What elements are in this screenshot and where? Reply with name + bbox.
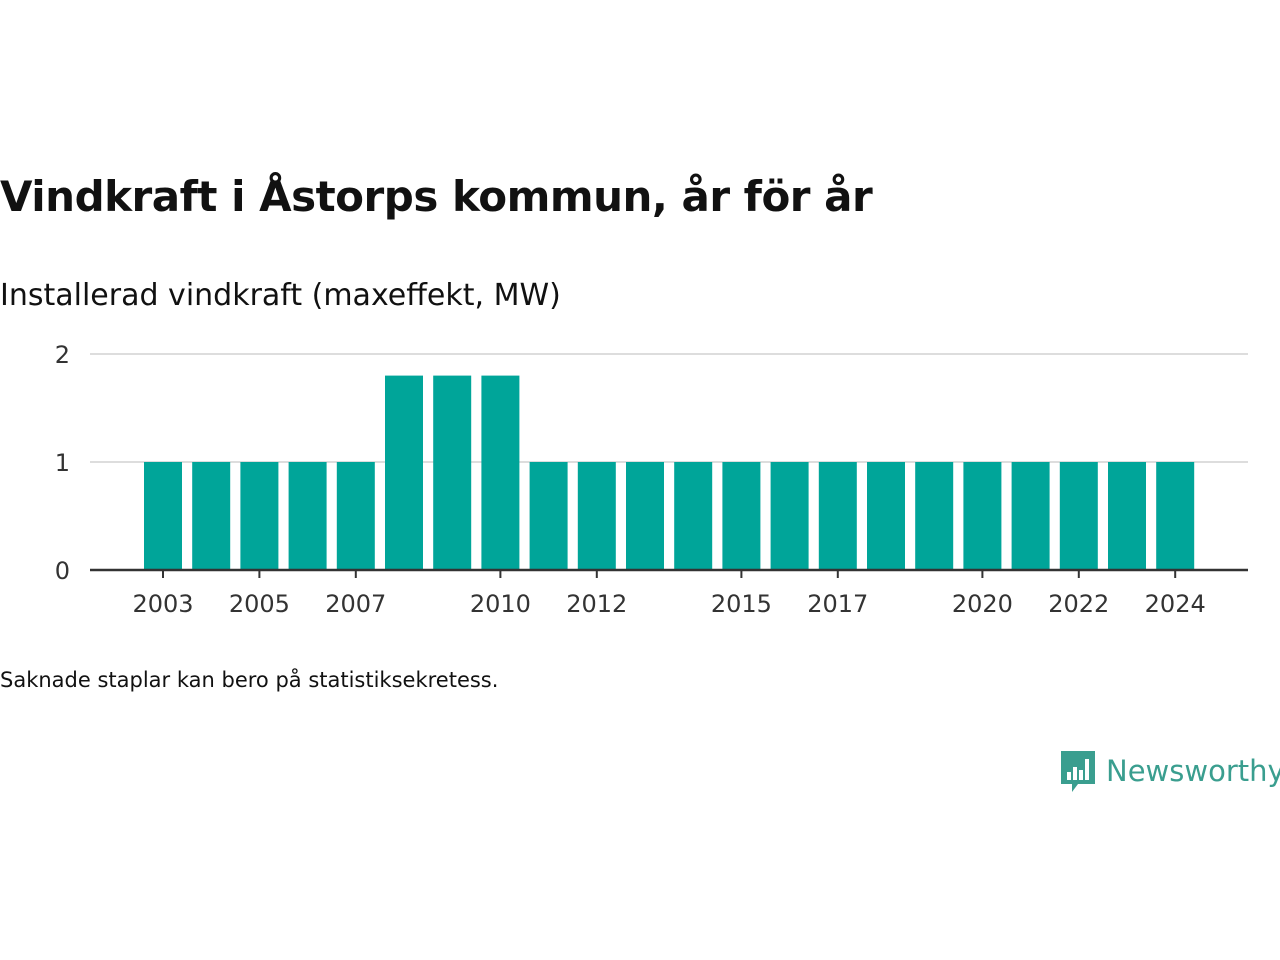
x-tick-label: 2007 [325,590,386,618]
x-tick-label: 2005 [229,590,290,618]
bar-2017 [818,462,857,570]
bar-2013 [626,462,664,570]
newsworthy-logo-icon [1061,751,1095,792]
bar-2012 [577,462,616,570]
brand: Newsworthy [1058,748,1280,794]
bar-2019 [915,462,954,570]
bar-2009 [433,375,472,570]
x-tick-label: 2010 [470,590,531,618]
x-tick-label: 2015 [711,590,772,618]
bar-2015 [722,462,761,570]
x-tick-label: 2024 [1145,590,1206,618]
bar-2014 [674,462,713,570]
footnote: Saknade staplar kan bero på statistiksek… [0,668,499,692]
bar-2020 [963,462,1002,570]
x-tick-label: 2022 [1048,590,1109,618]
bar-2008 [385,375,423,570]
bar-2024 [1156,462,1195,570]
y-tick-label: 0 [55,557,70,585]
x-tick-label: 2017 [807,590,868,618]
bar-2016 [770,462,809,570]
chart-title: Vindkraft i Åstorps kommun, år för år [0,172,873,221]
bar-2011 [529,462,568,570]
bar-2003 [144,462,182,570]
x-tick-label: 2012 [566,590,627,618]
grid-lines [90,353,1248,463]
bar-2007 [336,462,375,570]
bar-2023 [1108,462,1146,570]
bar-2022 [1059,462,1098,570]
y-tick-label: 1 [55,449,70,477]
bar-2010 [481,375,520,570]
x-tick-label: 2020 [952,590,1013,618]
x-tick-label: 2003 [132,590,193,618]
bar-2021 [1011,462,1050,570]
axes [90,568,1248,578]
bars [144,375,1195,570]
bar-2005 [240,462,279,570]
bar-2006 [288,462,327,570]
brand-name: Newsworthy [1106,754,1280,788]
chart-subtitle: Installerad vindkraft (maxeffekt, MW) [0,278,561,313]
y-tick-label: 2 [55,341,70,369]
bar-2018 [867,462,905,570]
bar-chart: 0 1 2 2003 2005 2007 2010 2012 2015 2017 2020 2022 2… [55,341,1248,618]
bar-2004 [192,462,231,570]
tick-labels: 0 1 2 2003 2005 2007 2010 2012 2015 2017 2020 2022 2… [55,341,1206,618]
